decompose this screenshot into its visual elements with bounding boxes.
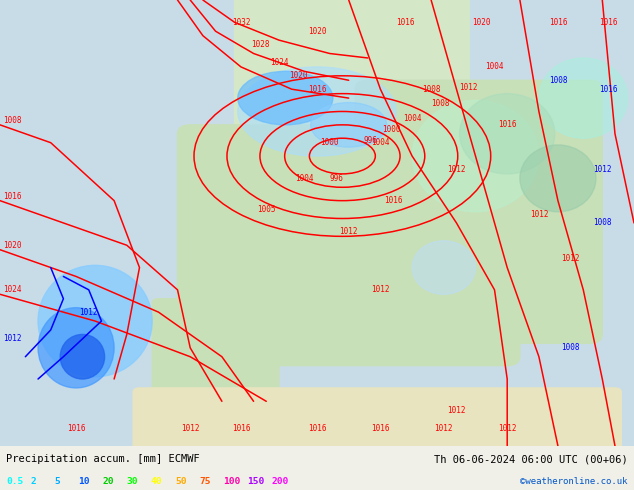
Ellipse shape bbox=[412, 241, 476, 294]
Text: 1012: 1012 bbox=[593, 165, 612, 174]
Text: 1000: 1000 bbox=[382, 125, 401, 134]
FancyBboxPatch shape bbox=[235, 0, 469, 205]
Ellipse shape bbox=[238, 67, 396, 156]
Text: 1016: 1016 bbox=[307, 423, 327, 433]
Text: 1020: 1020 bbox=[3, 241, 22, 250]
Text: 1004: 1004 bbox=[295, 174, 314, 183]
Text: 1004: 1004 bbox=[403, 114, 422, 122]
Text: 996: 996 bbox=[329, 174, 343, 183]
Text: 2: 2 bbox=[30, 477, 36, 486]
Text: 1016: 1016 bbox=[548, 18, 567, 27]
Text: 1016: 1016 bbox=[3, 192, 22, 201]
Text: 1005: 1005 bbox=[257, 205, 276, 214]
Text: 1012: 1012 bbox=[447, 406, 466, 415]
Text: 20: 20 bbox=[103, 477, 114, 486]
Text: 0.5: 0.5 bbox=[6, 477, 23, 486]
Text: 1012: 1012 bbox=[447, 165, 466, 174]
Ellipse shape bbox=[38, 265, 152, 377]
Text: 1024: 1024 bbox=[3, 285, 22, 294]
Text: 1008: 1008 bbox=[3, 116, 22, 125]
Text: 1024: 1024 bbox=[269, 58, 288, 67]
Text: 1016: 1016 bbox=[371, 423, 390, 433]
Text: 1012: 1012 bbox=[498, 423, 517, 433]
Text: 150: 150 bbox=[247, 477, 264, 486]
Text: 10: 10 bbox=[79, 477, 90, 486]
Text: 1012: 1012 bbox=[3, 334, 22, 343]
Text: 1008: 1008 bbox=[548, 76, 567, 85]
FancyBboxPatch shape bbox=[133, 388, 621, 450]
Ellipse shape bbox=[460, 94, 555, 174]
FancyBboxPatch shape bbox=[178, 125, 520, 366]
Text: 1008: 1008 bbox=[422, 85, 441, 94]
Text: 200: 200 bbox=[271, 477, 288, 486]
Text: 1016: 1016 bbox=[599, 18, 618, 27]
Text: 1032: 1032 bbox=[231, 18, 250, 27]
FancyBboxPatch shape bbox=[152, 299, 279, 406]
Text: 1008: 1008 bbox=[431, 98, 450, 107]
Text: 5: 5 bbox=[55, 477, 60, 486]
Text: 1012: 1012 bbox=[371, 285, 390, 294]
Text: 996: 996 bbox=[363, 136, 377, 146]
Text: 1004: 1004 bbox=[371, 138, 390, 147]
Ellipse shape bbox=[238, 72, 333, 125]
Text: 1012: 1012 bbox=[529, 210, 548, 219]
Ellipse shape bbox=[60, 335, 105, 379]
Text: 1004: 1004 bbox=[485, 62, 504, 72]
Text: 1000: 1000 bbox=[320, 138, 339, 147]
Text: 1008: 1008 bbox=[593, 219, 612, 227]
Text: 1012: 1012 bbox=[459, 83, 477, 92]
Text: 1012: 1012 bbox=[181, 423, 200, 433]
FancyBboxPatch shape bbox=[355, 80, 602, 343]
Ellipse shape bbox=[412, 100, 539, 212]
Text: 1016: 1016 bbox=[231, 423, 250, 433]
Text: 30: 30 bbox=[127, 477, 138, 486]
Text: 1016: 1016 bbox=[384, 196, 403, 205]
Text: 1020: 1020 bbox=[307, 27, 327, 36]
Text: 1016: 1016 bbox=[396, 18, 415, 27]
Text: 1016: 1016 bbox=[599, 85, 618, 94]
Text: 1020: 1020 bbox=[288, 72, 307, 80]
Text: Th 06-06-2024 06:00 UTC (00+06): Th 06-06-2024 06:00 UTC (00+06) bbox=[434, 454, 628, 464]
Text: 1028: 1028 bbox=[250, 40, 269, 49]
Text: 1012: 1012 bbox=[79, 308, 98, 317]
Text: 1016: 1016 bbox=[498, 121, 517, 129]
Text: 1016: 1016 bbox=[307, 85, 327, 94]
Text: 1012: 1012 bbox=[561, 254, 580, 263]
Text: 50: 50 bbox=[175, 477, 186, 486]
Text: Precipitation accum. [mm] ECMWF: Precipitation accum. [mm] ECMWF bbox=[6, 454, 200, 464]
Ellipse shape bbox=[311, 102, 387, 147]
Text: 40: 40 bbox=[151, 477, 162, 486]
Text: 1008: 1008 bbox=[561, 343, 580, 352]
Ellipse shape bbox=[539, 58, 628, 138]
Ellipse shape bbox=[520, 145, 596, 212]
Text: 1012: 1012 bbox=[339, 227, 358, 236]
Text: 1012: 1012 bbox=[434, 423, 453, 433]
Text: ©weatheronline.co.uk: ©weatheronline.co.uk bbox=[520, 477, 628, 486]
Text: 75: 75 bbox=[199, 477, 210, 486]
Ellipse shape bbox=[38, 308, 114, 388]
Text: 100: 100 bbox=[223, 477, 240, 486]
Text: 1016: 1016 bbox=[67, 423, 86, 433]
Text: 1020: 1020 bbox=[472, 18, 491, 27]
